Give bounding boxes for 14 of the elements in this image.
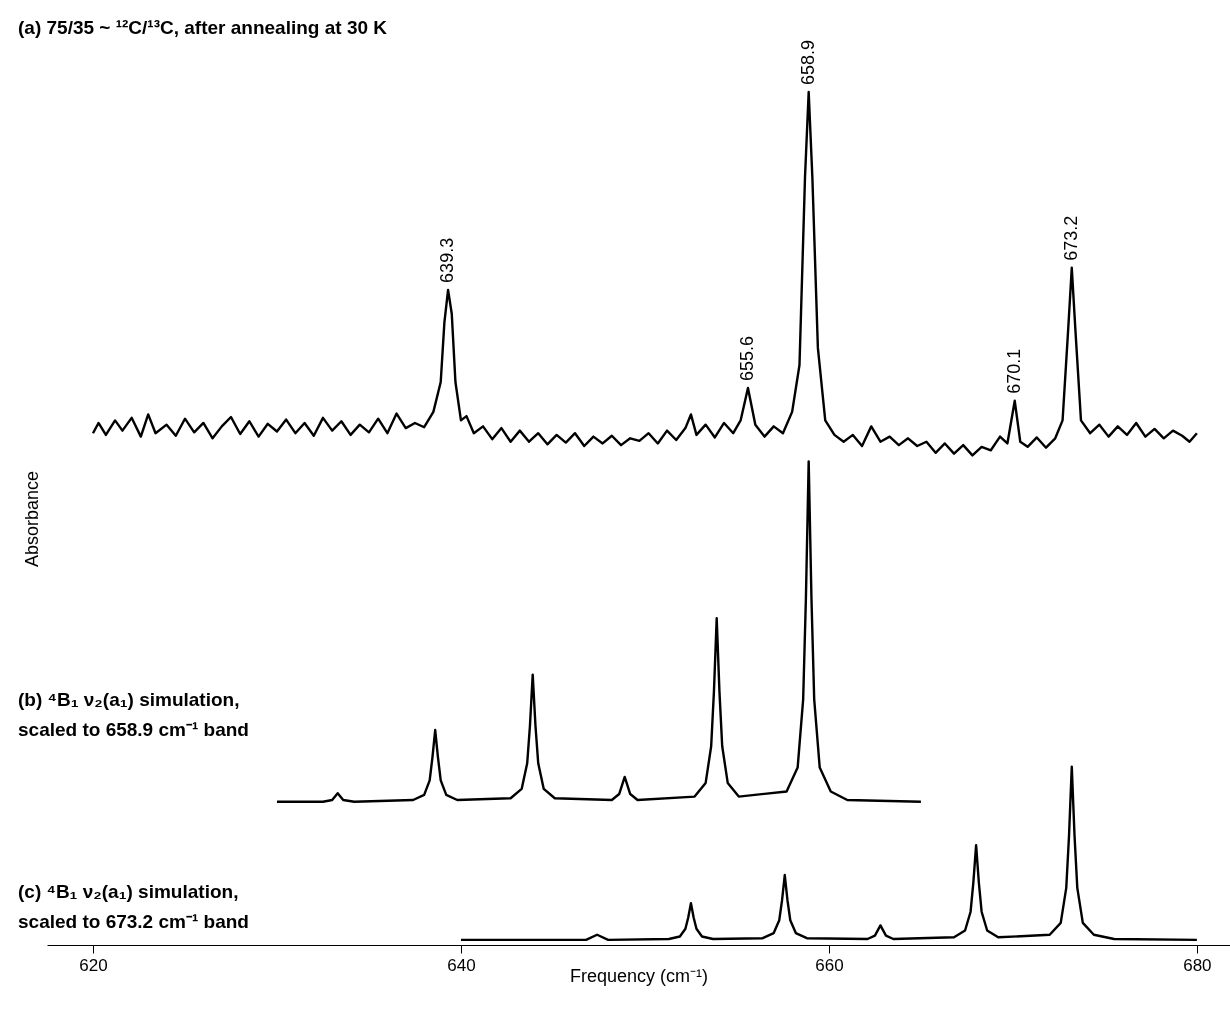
x-tick-label: 680 (1183, 955, 1212, 975)
y-axis-title: Absorbance (21, 470, 42, 568)
x-tick-label: 660 (815, 955, 844, 975)
annotation: 639.3 (437, 237, 458, 283)
x-tick-label: 620 (79, 955, 108, 975)
annotation: 670.1 (1003, 348, 1024, 394)
x-axis-title: Frequency (cm⁻¹) (569, 965, 709, 986)
annotation: 658.9 (797, 39, 818, 85)
annotation: 673.2 (1060, 215, 1081, 261)
annotation: 655.6 (736, 335, 757, 381)
x-tick-label: 640 (447, 955, 476, 975)
text: (a) 75/35 ~ ¹²C/¹³C, after annealing at 30 K (18, 17, 388, 38)
annotation: (b) ⁴B₁ ν₂(a₁) simulation, scaled to 658.9 cm⁻¹ band (18, 689, 249, 740)
annotation: (c) ⁴B₁ ν₂(a₁) simulation, scaled to 673.2 cm⁻¹ band (18, 881, 249, 932)
